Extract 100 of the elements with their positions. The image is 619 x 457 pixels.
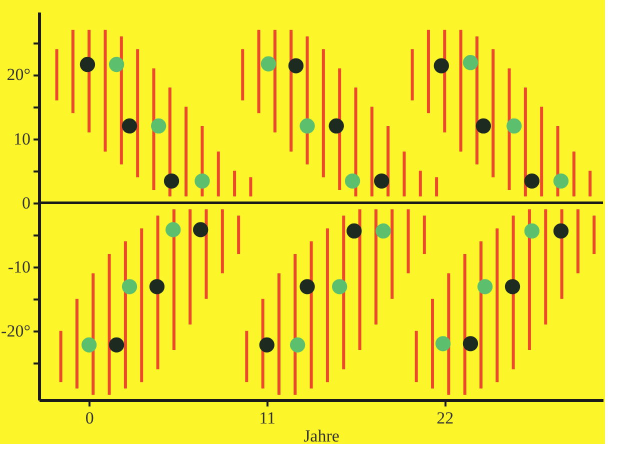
bar [245, 330, 248, 382]
bar [326, 228, 329, 382]
bar [188, 209, 192, 324]
point [300, 279, 315, 294]
bar [512, 216, 515, 370]
bar [447, 273, 450, 395]
point [194, 173, 210, 189]
bar [249, 177, 252, 196]
bar [220, 209, 224, 274]
point [166, 222, 181, 238]
bar [496, 228, 499, 382]
bar [136, 49, 140, 178]
point [122, 279, 138, 294]
point [149, 279, 165, 294]
point [259, 337, 274, 353]
bar [310, 241, 313, 388]
bar [237, 216, 240, 254]
point [108, 56, 124, 72]
x-tick-label: 0 [85, 408, 94, 428]
point [82, 337, 97, 353]
point [290, 337, 306, 353]
bar [241, 49, 244, 100]
bar [540, 106, 544, 196]
bar [156, 216, 160, 370]
bar [322, 49, 325, 178]
bar [528, 209, 531, 350]
point [476, 118, 491, 134]
bar [140, 228, 144, 382]
bar [414, 330, 418, 382]
point [462, 336, 478, 352]
x-tick-label: 11 [259, 408, 276, 428]
bar [544, 209, 548, 324]
point [344, 173, 360, 189]
point [80, 56, 96, 72]
bar [576, 209, 580, 274]
point [553, 173, 569, 189]
bar [422, 216, 426, 254]
point [346, 223, 362, 239]
bar [184, 106, 188, 196]
bar [172, 209, 176, 350]
bar [435, 177, 438, 196]
bar [508, 68, 511, 190]
bar [358, 209, 362, 350]
bar [75, 298, 78, 388]
bar [390, 209, 394, 299]
bar [216, 152, 220, 196]
bar [374, 209, 378, 324]
bar [459, 30, 462, 152]
bar [592, 216, 596, 254]
x-axis-title: Jahre [304, 426, 340, 446]
x-tick-label: 22 [436, 408, 454, 428]
bar [588, 170, 592, 196]
point [434, 58, 449, 74]
bar [572, 152, 576, 196]
bar [273, 30, 276, 132]
point [506, 118, 522, 134]
point [300, 118, 315, 134]
bar [257, 30, 260, 114]
y-tick-label: 20° [6, 65, 30, 84]
point [193, 222, 208, 238]
bar [524, 88, 527, 196]
point [288, 58, 304, 74]
point [462, 55, 478, 70]
point [524, 173, 540, 189]
bar [104, 30, 107, 152]
point [122, 118, 138, 134]
bar [152, 68, 156, 190]
bar [479, 241, 482, 388]
point [151, 118, 166, 134]
bar [290, 30, 293, 152]
y-tick-label: -10 [8, 257, 30, 276]
y-tick-label: 0 [22, 193, 30, 212]
point [164, 173, 180, 189]
bar [402, 152, 406, 196]
bar [463, 254, 466, 395]
point [108, 337, 124, 353]
point [504, 279, 520, 294]
y-tick-label: -20° [1, 321, 30, 340]
point [328, 118, 344, 134]
bar [277, 273, 280, 395]
bar [370, 106, 374, 196]
bar [492, 49, 495, 178]
bar [342, 216, 346, 370]
bar [386, 126, 390, 196]
point [376, 223, 391, 239]
bar [124, 241, 127, 388]
bar [108, 254, 111, 395]
bar [418, 170, 422, 196]
bar [406, 209, 410, 274]
bar [71, 30, 74, 114]
bar [233, 170, 236, 196]
point [374, 173, 390, 189]
bar [410, 49, 414, 100]
point [477, 279, 493, 294]
bar [426, 30, 430, 114]
point [332, 279, 348, 294]
point [435, 336, 451, 352]
bar [431, 298, 434, 388]
bar [59, 330, 62, 382]
y-tick-label: 10 [14, 129, 30, 148]
